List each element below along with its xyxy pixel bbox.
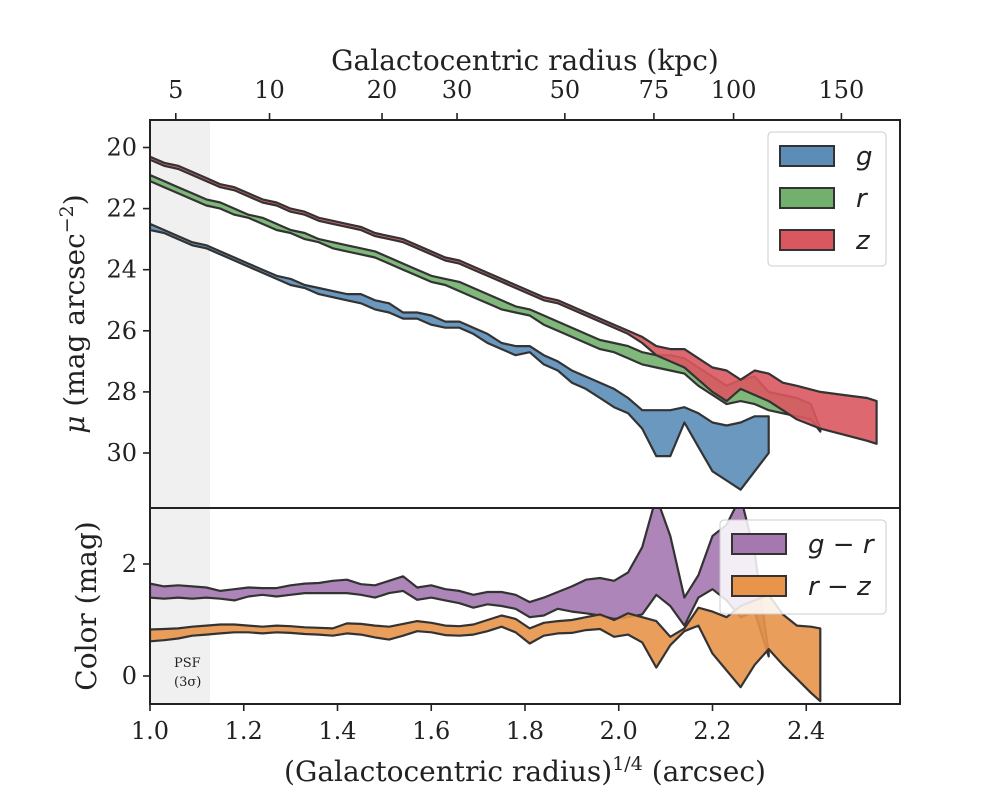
bottom-xtick-label: 2.4 (787, 717, 825, 745)
top-y-axis-label: μ (mag arcsec−2) (56, 194, 91, 433)
top-legend-swatch (779, 229, 835, 251)
top-ytick-label: 26 (106, 317, 137, 345)
color-band-1 (150, 593, 822, 703)
top-legend-swatch (779, 187, 835, 209)
bottom-xtick-label: 1.2 (225, 717, 263, 745)
color-bands (150, 508, 822, 703)
bottom-x-axis-label: (Galactocentric radius)1/4 (arcsec) (284, 753, 766, 788)
bottom-x-ticks: 1.0 1.2 1.4 1.6 1.8 2.0 2.2 2.4 (131, 704, 825, 745)
surface-brightness-panel: 20 22 24 26 28 30 5 10 20 30 50 75 100 150 Galactoce… (56, 44, 901, 509)
top-ytick-label: 24 (106, 256, 137, 284)
psf-note-line2: (3σ) (174, 675, 201, 690)
top-ytick-label: 22 (106, 195, 137, 223)
bottom-xtick-label: 2.2 (693, 717, 731, 745)
top-legend-label: g (856, 142, 873, 172)
top-xtick-label: 5 (168, 76, 183, 104)
top-xtick-label: 75 (639, 76, 670, 104)
top-y-ticks: 20 22 24 26 28 30 (106, 133, 150, 467)
top-xtick-label: 30 (442, 76, 473, 104)
psf-region-bottom (150, 508, 210, 704)
bottom-xtick-label: 1.6 (412, 717, 450, 745)
top-legend-label: z (855, 226, 871, 256)
top-xtick-label: 150 (819, 76, 865, 104)
bottom-xtick-label: 1.8 (506, 717, 544, 745)
bottom-ytick-label: 2 (122, 550, 137, 578)
top-xtick-label: 10 (254, 76, 285, 104)
top-xtick-label: 50 (550, 76, 581, 104)
surface-brightness-bands (150, 155, 878, 491)
top-ytick-label: 20 (106, 133, 137, 161)
bottom-y-ticks: 02 (122, 550, 150, 690)
bottom-legend-label: r − z (808, 572, 872, 602)
psf-note-line1: PSF (174, 656, 201, 671)
top-legend-label: r (856, 184, 869, 214)
top-ytick-label: 30 (106, 439, 137, 467)
surface-brightness-band-0 (150, 222, 770, 491)
surface-brightness-band-1 (150, 173, 822, 433)
bottom-ytick-label: 0 (122, 662, 137, 690)
bottom-xtick-label: 1.4 (318, 717, 356, 745)
top-legend-swatch (779, 145, 835, 167)
top-x-axis-label: Galactocentric radius (kpc) (331, 44, 719, 77)
top-xtick-label: 20 (367, 76, 398, 104)
top-xtick-label: 100 (711, 76, 757, 104)
bottom-legend-swatch (731, 533, 787, 555)
bottom-legend-label: g − r (808, 530, 876, 560)
bottom-y-axis-label: Color (mag) (70, 521, 103, 690)
color-panel: 02 1.0 1.2 1.4 1.6 1.8 2.0 2.2 2.4 Color (mag) … (70, 507, 901, 788)
color-band-0 (150, 508, 770, 658)
top-x-ticks-kpc: 5 10 20 30 50 75 100 150 (168, 76, 864, 120)
bottom-xtick-label: 1.0 (131, 717, 169, 745)
top-ytick-label: 28 (106, 378, 137, 406)
bottom-legend: g − r r − z (719, 519, 887, 615)
bottom-xtick-label: 2.0 (600, 717, 638, 745)
top-legend: grz (767, 131, 887, 267)
surface-brightness-band-2 (150, 155, 878, 445)
bottom-legend-swatch (731, 575, 787, 597)
